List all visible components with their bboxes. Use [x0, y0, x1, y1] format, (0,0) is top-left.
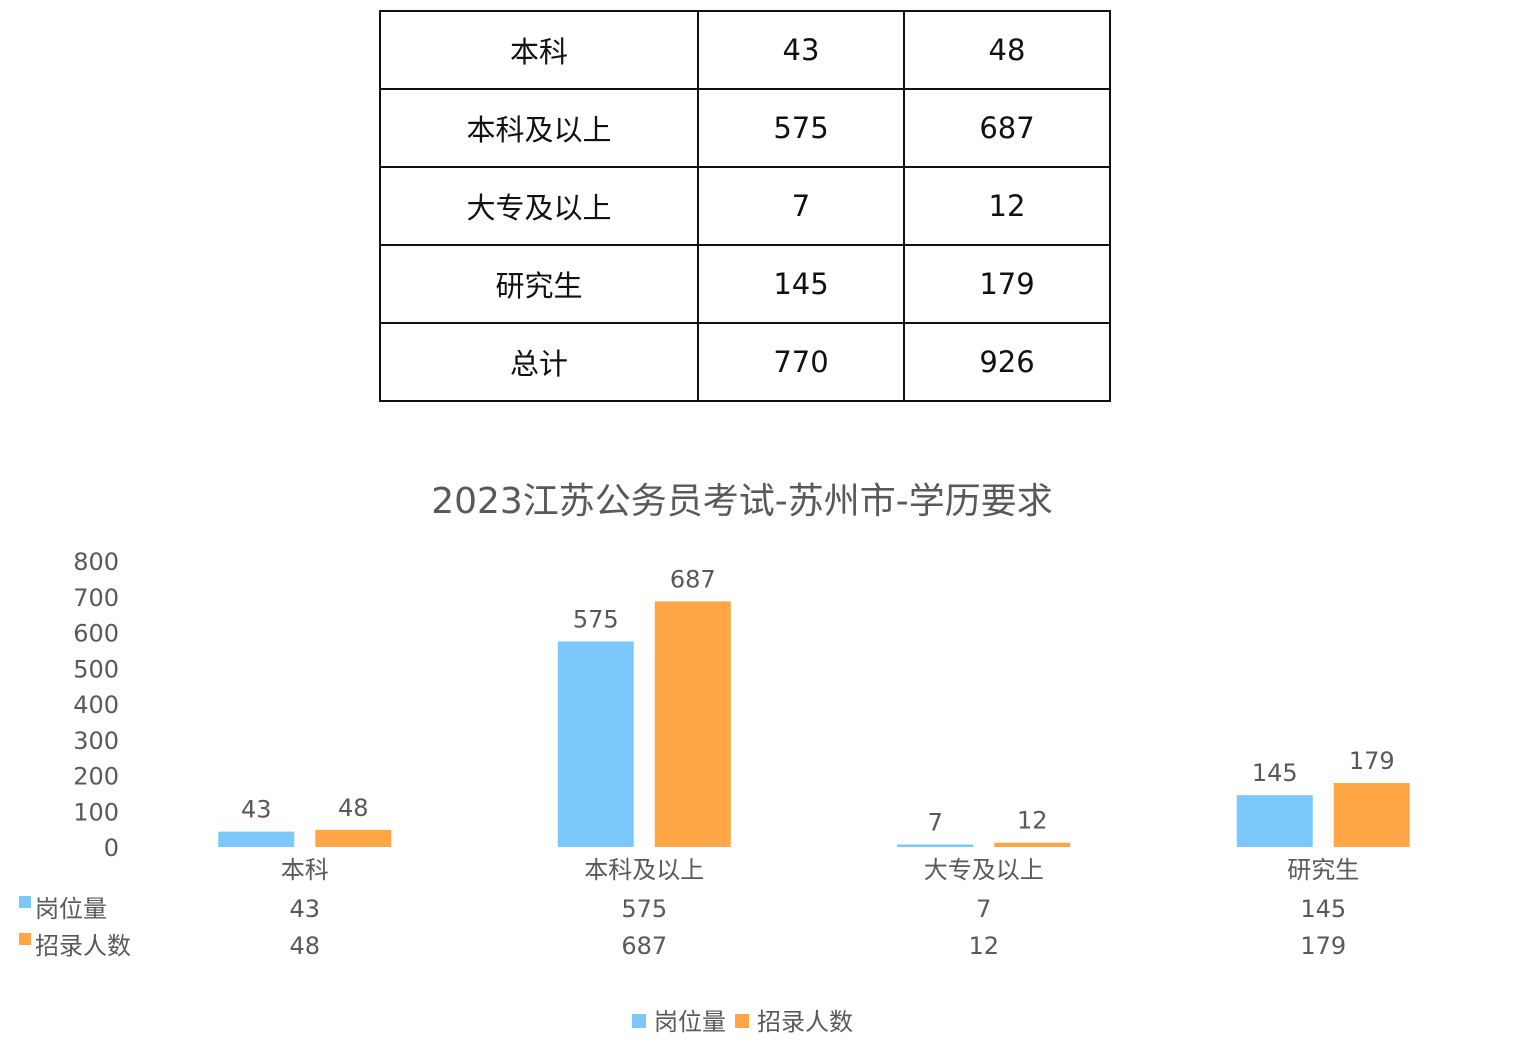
legend-label: 岗位量 — [654, 1008, 726, 1036]
positions-cell: 7 — [697, 166, 905, 246]
bar — [1333, 783, 1410, 847]
y-tick-label: 800 — [73, 548, 119, 576]
x-tick-label: 本科及以上 — [584, 856, 704, 884]
y-axis: 0 100 200 300 400 500 600 700 800 — [73, 548, 119, 862]
bar — [315, 829, 392, 847]
bars-group — [218, 601, 1410, 847]
table-row: 总计 770 926 — [379, 322, 1111, 402]
row-label: 总计 — [379, 322, 699, 402]
y-tick-label: 0 — [104, 834, 119, 862]
x-tick-label: 大专及以上 — [924, 856, 1044, 884]
table-row: 本科及以上 575 687 — [379, 88, 1111, 168]
data-table-series-name: 招录人数 — [35, 932, 131, 960]
bar — [654, 601, 731, 847]
chart-title: 2023江苏公务员考试-苏州市-学历要求 — [431, 481, 1053, 522]
data-label: 687 — [670, 565, 716, 593]
bar-chart: 2023江苏公务员考试-苏州市-学历要求 0 100 200 300 400 500 600… — [19, 481, 1410, 1036]
data-labels-group: 43 48 575 687 7 12 145 179 — [241, 565, 1395, 836]
data-table-value: 7 — [976, 895, 991, 923]
data-label: 575 — [573, 605, 619, 633]
bar — [218, 831, 295, 847]
data-table-value: 43 — [289, 895, 320, 923]
row-label: 本科 — [379, 10, 699, 90]
y-tick-label: 700 — [73, 584, 119, 612]
legend-label: 招录人数 — [757, 1008, 853, 1036]
recruits-cell: 926 — [903, 322, 1111, 402]
y-tick-label: 200 — [73, 763, 119, 791]
y-tick-label: 600 — [73, 620, 119, 648]
data-table-value: 145 — [1300, 895, 1346, 923]
data-label: 12 — [1017, 807, 1048, 835]
data-label: 7 — [928, 808, 943, 836]
positions-cell: 43 — [697, 10, 905, 90]
positions-cell: 575 — [697, 88, 905, 168]
row-label: 研究生 — [379, 244, 699, 324]
data-table-value: 575 — [621, 895, 667, 923]
row-label: 大专及以上 — [379, 166, 699, 246]
row-label: 本科及以上 — [379, 88, 699, 168]
x-tick-label: 本科 — [281, 856, 329, 884]
y-tick-label: 100 — [73, 798, 119, 826]
y-tick-label: 500 — [73, 655, 119, 683]
table-row: 本科 43 48 — [379, 10, 1111, 90]
data-table-value: 12 — [968, 932, 999, 960]
data-label: 145 — [1252, 759, 1298, 787]
bar — [897, 844, 974, 847]
legend-swatch — [735, 1014, 749, 1028]
bar — [1236, 795, 1313, 847]
legend-swatch — [632, 1014, 646, 1028]
data-table-value: 48 — [289, 932, 320, 960]
data-label: 43 — [241, 796, 272, 824]
data-label: 179 — [1349, 747, 1395, 775]
x-axis: 本科 本科及以上 大专及以上 研究生 — [281, 856, 1360, 884]
positions-cell: 770 — [697, 322, 905, 402]
data-table-series-key — [19, 933, 31, 945]
table-row: 研究生 145 179 — [379, 244, 1111, 324]
data-label: 48 — [338, 794, 369, 822]
recruits-cell: 48 — [903, 10, 1111, 90]
data-table-value: 179 — [1300, 932, 1346, 960]
bar — [557, 641, 634, 847]
recruits-cell: 687 — [903, 88, 1111, 168]
positions-cell: 145 — [697, 244, 905, 324]
y-tick-label: 400 — [73, 691, 119, 719]
bar — [994, 842, 1071, 847]
legend: 岗位量 招录人数 — [632, 1008, 853, 1036]
x-tick-label: 研究生 — [1287, 856, 1359, 884]
table-row: 大专及以上 7 12 — [379, 166, 1111, 246]
y-tick-label: 300 — [73, 727, 119, 755]
recruits-cell: 179 — [903, 244, 1111, 324]
data-table-series-key — [19, 896, 31, 908]
data-table-series-name: 岗位量 — [35, 895, 107, 923]
summary-table: 本科 43 48 本科及以上 575 687 大专及以上 7 12 研究生 14… — [379, 10, 1111, 402]
data-table-value: 687 — [621, 932, 667, 960]
recruits-cell: 12 — [903, 166, 1111, 246]
